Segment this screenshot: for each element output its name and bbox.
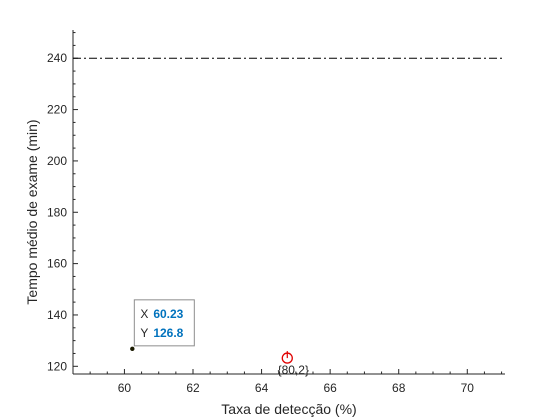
- y-tick-label: 120: [47, 359, 67, 373]
- y-tick-label: 140: [47, 308, 67, 322]
- datatip-box: [133, 299, 195, 347]
- y-tick-label: 180: [47, 205, 67, 219]
- y-ticks: 120 140 160 180 200 220 240: [47, 32, 78, 373]
- data-point: [130, 346, 135, 352]
- x-tick-label: 62: [186, 381, 200, 395]
- highlight-marker: [281, 352, 293, 364]
- datatip-y-key: Y: [140, 326, 148, 340]
- x-tick-label: 64: [255, 381, 269, 395]
- x-ticks: 60 62 64 66 68 70: [72, 369, 503, 395]
- y-tick-label: 160: [47, 257, 67, 271]
- y-tick-label: 200: [47, 154, 67, 168]
- y-axis-label: Tempo médio de exame (min): [24, 119, 40, 304]
- x-tick-label: 60: [118, 381, 132, 395]
- y-tick-label: 240: [47, 51, 67, 65]
- x-axis-label: Taxa de detecção (%): [221, 401, 356, 417]
- datatip[interactable]: X 60.23 Y 126.8: [133, 299, 195, 347]
- datatip-y-value: 126.8: [153, 326, 183, 340]
- datatip-x-key: X: [140, 307, 148, 321]
- x-tick-label: 70: [461, 381, 475, 395]
- x-tick-label: 68: [392, 381, 406, 395]
- marks: [130, 346, 293, 364]
- highlight-label: {80,2}: [278, 363, 309, 377]
- x-tick-label: 66: [323, 381, 337, 395]
- y-tick-label: 220: [47, 103, 67, 117]
- datatip-x-value: 60.23: [153, 307, 183, 321]
